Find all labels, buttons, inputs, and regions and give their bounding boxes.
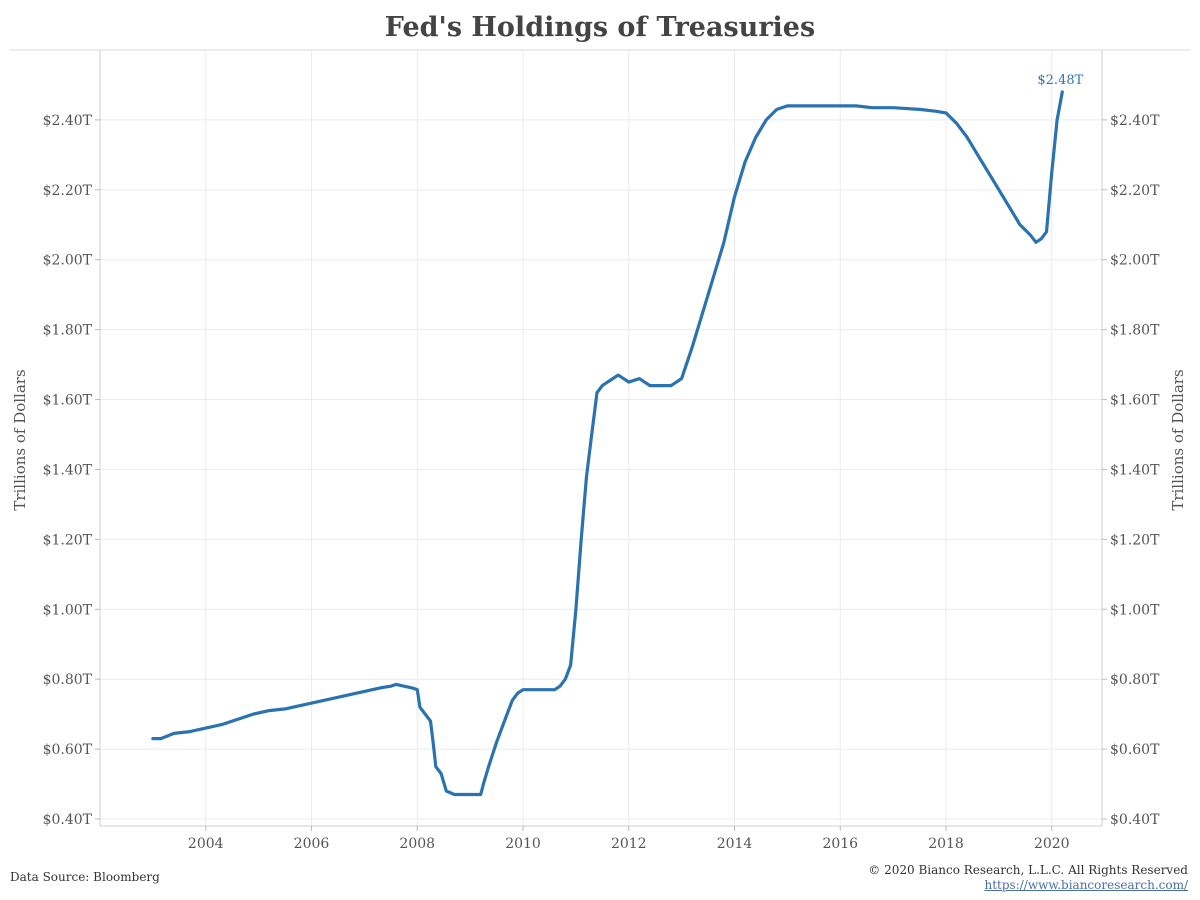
- chart-title: Fed's Holdings of Treasuries: [384, 12, 816, 43]
- y-tick-label-right: $1.20T: [1110, 532, 1160, 548]
- y-tick-label-left: $1.60T: [43, 393, 93, 409]
- left-y-axis-ticks: $0.40T $0.60T $0.80T $1.00T $1.20T $1.40T $1.6…: [43, 113, 100, 828]
- y-tick-label-right: $1.00T: [1110, 602, 1160, 618]
- right-y-axis-ticks: $0.40T $0.60T $0.80T $1.00T $1.20T $1.40T $1.6…: [1102, 113, 1160, 828]
- website-link[interactable]: https://www.biancoresearch.com/: [984, 878, 1188, 892]
- horizontal-gridlines: [100, 119, 1102, 820]
- x-tick-label: 2020: [1034, 836, 1070, 852]
- left-y-axis-label: Trillions of Dollars: [11, 369, 29, 511]
- x-tick-label: 2004: [188, 836, 224, 852]
- y-tick-label-right: $0.40T: [1110, 812, 1160, 828]
- y-tick-label-left: $1.20T: [43, 532, 93, 548]
- series-layer: [151, 90, 1064, 797]
- x-axis-ticks: 2004 2006 2008 2010 2012 2014 2016 2018 2020: [188, 826, 1070, 852]
- y-tick-label-left: $1.00T: [43, 602, 93, 618]
- right-y-axis-label: Trillions of Dollars: [1169, 369, 1187, 511]
- y-tick-label-left: $1.40T: [43, 462, 93, 478]
- y-tick-label-right: $1.60T: [1110, 393, 1160, 409]
- x-tick-label: 2018: [928, 836, 964, 852]
- y-tick-label-left: $1.80T: [43, 323, 93, 339]
- y-tick-label-left: $2.00T: [43, 253, 93, 269]
- y-tick-label-right: $1.80T: [1110, 323, 1160, 339]
- y-tick-label-right: $2.40T: [1110, 113, 1160, 129]
- end-value-label: $2.48T: [1037, 73, 1083, 88]
- x-tick-label: 2006: [294, 836, 330, 852]
- axes: [10, 49, 1190, 827]
- y-tick-label-left: $2.40T: [43, 113, 93, 129]
- x-tick-label: 2012: [611, 836, 647, 852]
- y-tick-label-left: $2.20T: [43, 183, 93, 199]
- copyright-block: © 2020 Bianco Research, L.L.C. All Right…: [868, 863, 1188, 893]
- y-tick-label-right: $2.20T: [1110, 183, 1160, 199]
- y-tick-label-left: $0.80T: [43, 672, 93, 688]
- vertical-gridlines: [205, 50, 1053, 826]
- y-tick-label-right: $2.00T: [1110, 253, 1160, 269]
- copyright-text: © 2020 Bianco Research, L.L.C. All Right…: [868, 863, 1188, 877]
- y-tick-label-left: $0.40T: [43, 812, 93, 828]
- y-tick-label-right: $0.60T: [1110, 742, 1160, 758]
- x-tick-label: 2016: [822, 836, 858, 852]
- data-source-note: Data Source: Bloomberg: [10, 870, 160, 884]
- annotation-layer: $2.48T: [1037, 73, 1083, 88]
- y-tick-label-right: $1.40T: [1110, 462, 1160, 478]
- series-line: [151, 90, 1064, 797]
- x-tick-label: 2014: [717, 836, 753, 852]
- y-tick-label-left: $0.60T: [43, 742, 93, 758]
- x-tick-label: 2010: [505, 836, 541, 852]
- y-tick-label-right: $0.80T: [1110, 672, 1160, 688]
- x-tick-label: 2008: [399, 836, 435, 852]
